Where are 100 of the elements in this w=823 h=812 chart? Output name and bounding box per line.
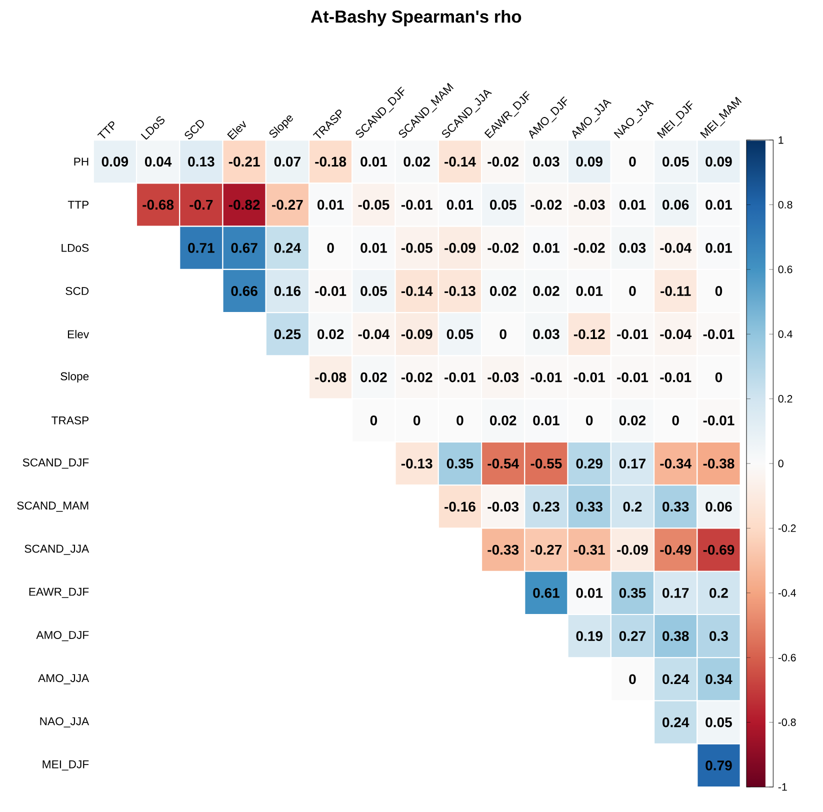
- data-label: -0.04: [358, 329, 390, 339]
- y-tick-label: SCAND_DJF: [22, 458, 89, 468]
- data-label: -0.11: [660, 286, 691, 296]
- data-label: -0.16: [444, 502, 476, 512]
- data-label: -0.05: [358, 200, 390, 210]
- data-label: 0.2: [710, 588, 728, 598]
- data-label: 0: [672, 415, 679, 426]
- data-label: 0.05: [446, 329, 474, 339]
- data-label: -0.01: [574, 372, 605, 382]
- data-label: -0.55: [530, 458, 562, 468]
- data-label: -0.02: [401, 372, 432, 382]
- data-label: 0.09: [706, 156, 732, 166]
- data-label: 0.35: [446, 458, 474, 468]
- data-label: -0.21: [228, 156, 260, 166]
- data-label: -0.04: [660, 329, 692, 339]
- data-label: 0: [629, 156, 636, 166]
- data-label: 0.01: [533, 415, 560, 426]
- data-label: 0.01: [317, 200, 344, 210]
- data-label: 0.01: [533, 242, 560, 253]
- y-tick-label: LDoS: [62, 244, 89, 252]
- data-label: 0.27: [619, 630, 646, 641]
- data-label: 0: [629, 674, 636, 684]
- y-tick-label: NAO_JJA: [40, 717, 90, 728]
- data-label: 0.17: [619, 458, 646, 468]
- data-label: -0.54: [488, 458, 519, 468]
- data-label: 0.71: [188, 242, 214, 253]
- data-label: 0.02: [360, 372, 387, 382]
- data-label: 0.01: [619, 200, 646, 210]
- data-label: 0.05: [360, 286, 387, 296]
- data-label: 0.33: [576, 502, 602, 512]
- data-label: 0.2: [623, 502, 642, 512]
- data-label: -0.27: [272, 200, 303, 210]
- y-tick-label: SCD: [66, 286, 89, 295]
- data-label: -0.02: [488, 156, 518, 166]
- data-label: 0: [327, 242, 334, 253]
- y-tick-label: PH: [74, 158, 88, 166]
- y-tick-label: TTP: [68, 200, 89, 208]
- data-label: -0.49: [660, 544, 692, 555]
- data-label: 0.3: [710, 630, 728, 641]
- data-label: 0.13: [188, 156, 214, 166]
- data-label: 0.01: [576, 588, 603, 598]
- data-label: -0.18: [315, 156, 346, 166]
- x-tick-label: Elev: [227, 120, 246, 140]
- color-bar-label: -0.4: [778, 588, 796, 597]
- data-label: 0.05: [490, 200, 516, 210]
- data-label: -0.31: [574, 544, 605, 555]
- data-label: 0.61: [533, 588, 560, 598]
- color-bar-label: -1: [778, 783, 787, 790]
- data-label: -0.34: [660, 458, 692, 468]
- color-bar-label: 0.4: [778, 330, 792, 338]
- y-tick-label: EAWR_DJF: [29, 588, 89, 598]
- data-label: -0.03: [488, 372, 519, 382]
- data-label: 0: [629, 286, 636, 296]
- data-label: -0.02: [488, 242, 518, 253]
- data-label: -0.27: [530, 544, 562, 555]
- data-label: 0: [586, 415, 593, 426]
- data-label: 0.01: [706, 200, 732, 210]
- data-label: 0.04: [144, 156, 172, 166]
- data-label: 0.05: [706, 717, 732, 728]
- data-label: 0.09: [576, 156, 602, 166]
- data-label: 0.02: [619, 415, 646, 426]
- data-label: 0.01: [706, 242, 732, 253]
- data-label: 0.34: [706, 674, 732, 684]
- x-tick-label: TTP: [97, 121, 114, 138]
- data-label: -0.01: [703, 329, 734, 339]
- data-label: 0.02: [490, 415, 516, 426]
- data-label: 0.05: [662, 156, 689, 166]
- data-label: 0.03: [533, 329, 560, 339]
- y-tick-label: AMO_JJA: [38, 674, 90, 684]
- data-label: 0.38: [662, 630, 689, 641]
- data-label: 0.23: [533, 502, 560, 512]
- data-label: 0.06: [662, 200, 689, 210]
- data-label: -0.01: [703, 415, 734, 426]
- data-label: 0.67: [231, 242, 258, 253]
- data-label: -0.05: [401, 242, 432, 253]
- data-label: -0.03: [574, 200, 605, 210]
- data-label: -0.01: [444, 372, 476, 382]
- data-label: 0.09: [102, 156, 128, 166]
- data-label: 0.02: [533, 286, 560, 296]
- chart-title: At-Bashy Spearman's rho: [310, 10, 522, 26]
- data-label: 0.02: [490, 286, 516, 296]
- data-label: -0.33: [488, 544, 519, 555]
- data-label: -0.82: [228, 200, 260, 210]
- data-label: -0.69: [703, 544, 734, 555]
- data-label: 0.03: [619, 242, 646, 253]
- data-label: -0.02: [530, 200, 562, 210]
- data-label: 0.17: [662, 588, 689, 598]
- data-label: 0.01: [360, 242, 387, 253]
- data-label: -0.13: [444, 286, 476, 296]
- color-bar-label: -0.8: [778, 718, 796, 726]
- color-bar-label: -0.6: [778, 654, 796, 662]
- color-bar-label: 1: [778, 136, 784, 144]
- data-label: 0.25: [274, 329, 301, 339]
- data-label: 0.01: [576, 286, 603, 296]
- color-bar-label: 0.8: [778, 200, 792, 208]
- data-label: 0.33: [662, 502, 689, 512]
- y-tick-label: MEI_DJF: [42, 760, 89, 770]
- data-label: 0: [715, 372, 722, 382]
- data-label: 0.35: [619, 588, 646, 598]
- data-label: -0.7: [190, 200, 213, 210]
